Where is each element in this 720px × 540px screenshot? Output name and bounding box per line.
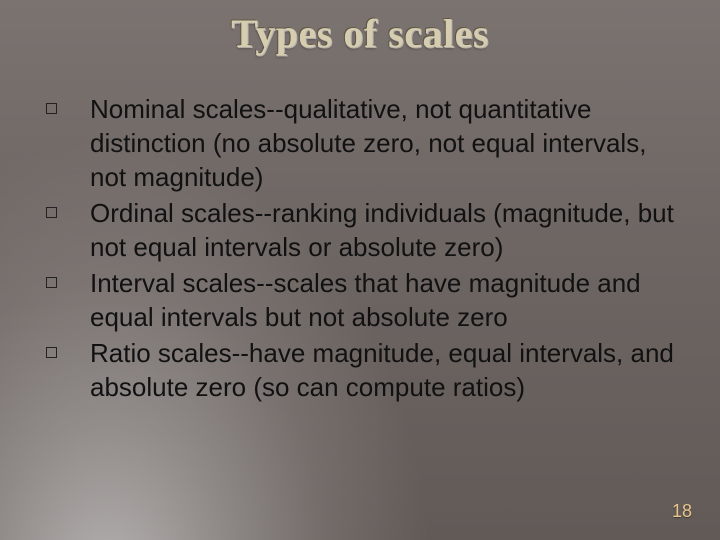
list-item: Nominal scales--qualitative, not quantit… [40,92,680,194]
page-number: 18 [672,501,692,522]
bullet-marker [40,196,90,230]
square-icon [46,103,57,114]
list-item: Ratio scales--have magnitude, equal inte… [40,336,680,404]
slide: Types of scales Nominal scales--qualitat… [0,0,720,540]
bullet-marker [40,266,90,300]
bullet-text: Nominal scales--qualitative, not quantit… [90,92,680,194]
bullet-marker [40,92,90,126]
slide-body: Nominal scales--qualitative, not quantit… [40,92,680,406]
bullet-text: Ratio scales--have magnitude, equal inte… [90,336,680,404]
list-item: Ordinal scales--ranking individuals (mag… [40,196,680,264]
square-icon [46,207,57,218]
list-item: Interval scales--scales that have magnit… [40,266,680,334]
bullet-text: Ordinal scales--ranking individuals (mag… [90,196,680,264]
bullet-marker [40,336,90,370]
square-icon [46,347,57,358]
slide-title: Types of scales [0,10,720,57]
square-icon [46,277,57,288]
bullet-text: Interval scales--scales that have magnit… [90,266,680,334]
